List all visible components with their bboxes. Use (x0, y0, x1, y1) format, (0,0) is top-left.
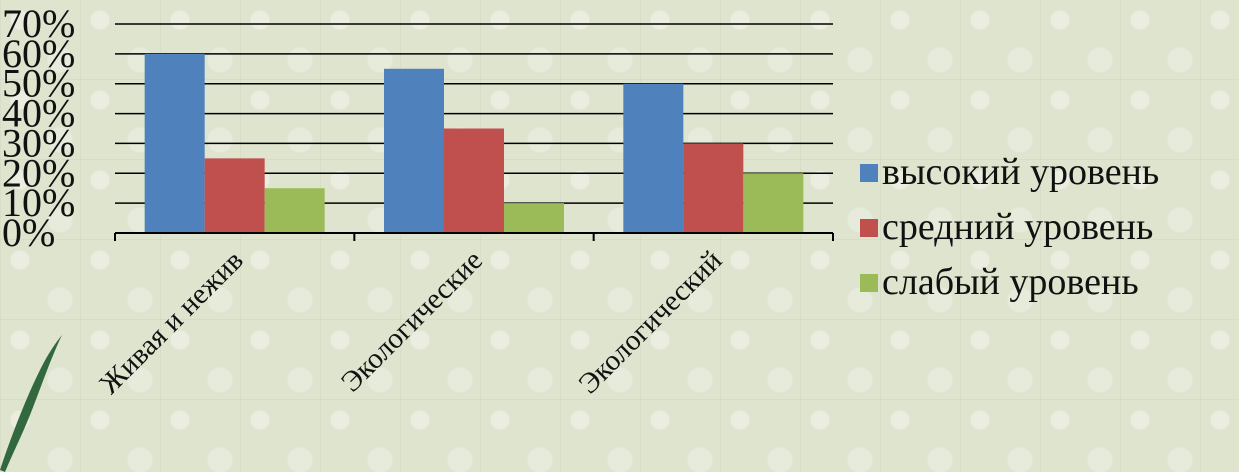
axes (114, 232, 834, 241)
y-tick-label: 0% (2, 210, 55, 255)
y-tick-label: 20% (2, 150, 75, 195)
y-tick-label: 70% (2, 1, 75, 46)
bar (623, 83, 684, 233)
bar (683, 143, 744, 233)
bar (264, 188, 325, 233)
bar (384, 68, 444, 234)
bar (743, 173, 804, 233)
y-tick-label: 50% (2, 61, 75, 106)
legend-label: слабый уровень (882, 261, 1139, 303)
legend-label: средний уровень (882, 206, 1153, 248)
y-tick-labels: 0%10%20%30%40%50%60%70% (2, 1, 75, 255)
legend-swatch (860, 274, 878, 292)
legend-swatch (860, 164, 878, 182)
legend-swatch (860, 219, 878, 237)
y-tick-label: 60% (2, 31, 75, 76)
bar (204, 158, 265, 233)
bar (504, 203, 564, 233)
legend: высокий уровень средний уровень слабый уро… (860, 151, 1159, 303)
x-category-labels: Живая и нежив Экологические Экологический (94, 244, 729, 400)
bars (144, 53, 804, 234)
y-tick-label: 10% (2, 180, 75, 225)
x-category-label: Экологические (335, 244, 489, 398)
bar (144, 53, 205, 233)
feather-decoration (0, 335, 62, 472)
feather-icon (0, 335, 62, 472)
y-tick-label: 40% (2, 91, 75, 136)
x-category-label: Живая и нежив (94, 244, 250, 400)
x-category-label: Экологический (572, 244, 728, 400)
bar (444, 128, 504, 233)
y-tick-label: 30% (2, 120, 75, 165)
legend-label: высокий уровень (882, 151, 1159, 193)
